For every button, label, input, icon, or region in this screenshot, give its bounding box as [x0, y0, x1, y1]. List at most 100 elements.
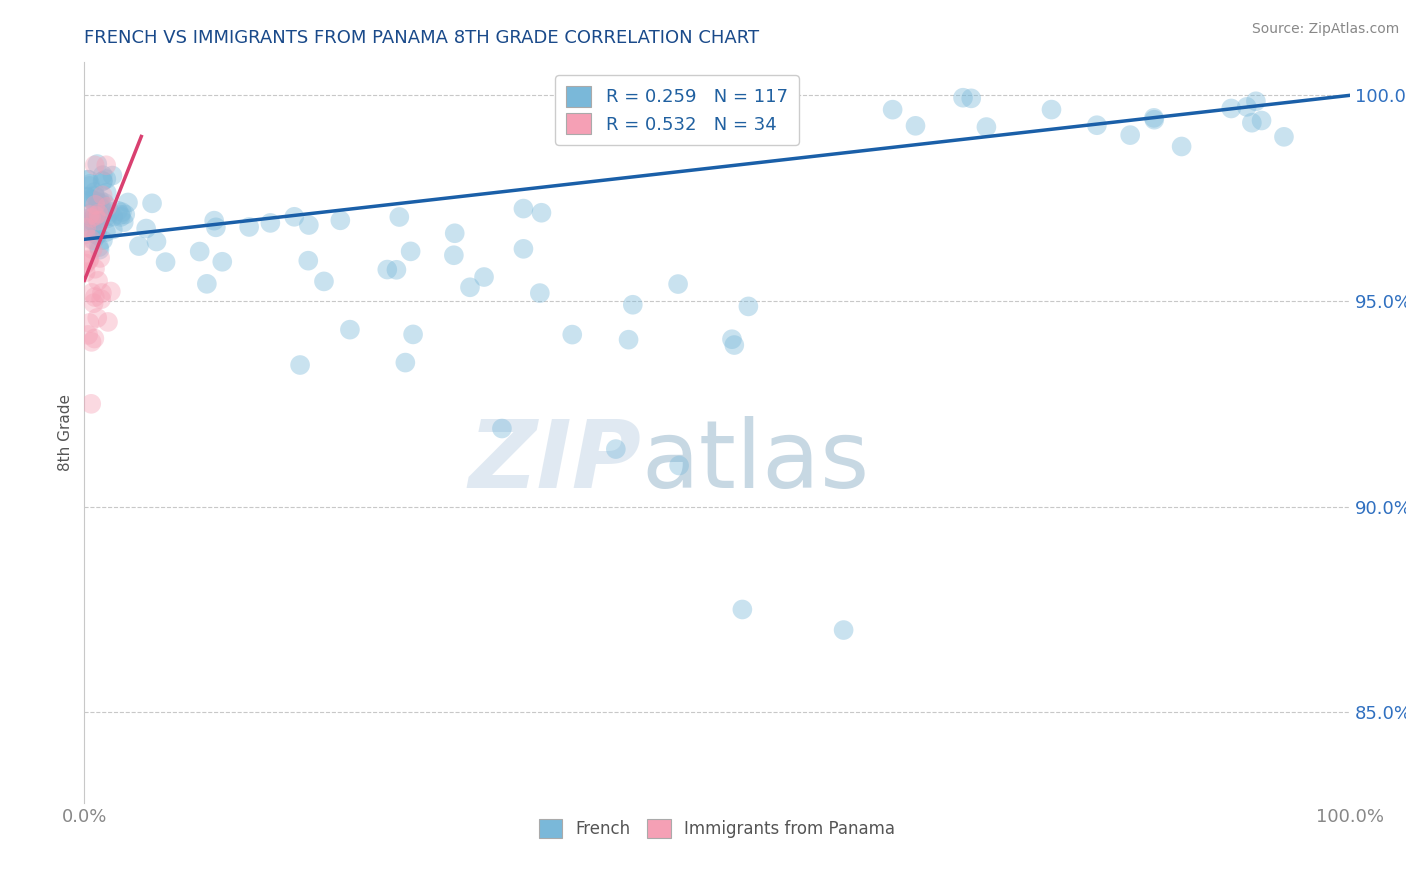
Point: [111, 205, 134, 219]
Point: [79, 208, 101, 222]
Point: [298, 218, 321, 232]
Point: [80, 205, 103, 219]
Point: [952, 91, 974, 105]
Point: [80, 211, 103, 225]
Point: [98, 204, 121, 219]
Point: [1085, 118, 1108, 132]
Point: [83, 158, 105, 172]
Point: [89, 211, 111, 226]
Point: [82, 243, 104, 257]
Point: [1143, 112, 1166, 127]
Point: [491, 421, 513, 435]
Point: [110, 208, 132, 222]
Point: [75, 227, 97, 242]
Point: [76, 172, 98, 186]
Point: [96, 158, 118, 172]
Point: [86, 228, 108, 243]
Point: [84, 261, 107, 276]
Point: [832, 623, 855, 637]
Point: [443, 227, 465, 241]
Point: [1220, 102, 1243, 116]
Point: [329, 213, 352, 227]
Point: [84, 209, 107, 223]
Point: [89, 193, 111, 207]
Point: [75, 189, 97, 203]
Point: [96, 210, 118, 224]
Point: [135, 221, 157, 235]
Point: [472, 270, 495, 285]
Point: [86, 310, 108, 325]
Point: [666, 277, 689, 291]
Point: [89, 251, 111, 265]
Point: [128, 239, 150, 253]
Point: [87, 207, 110, 221]
Point: [91, 174, 114, 188]
Point: [737, 299, 759, 313]
Point: [75, 265, 97, 279]
Point: [76, 190, 98, 204]
Y-axis label: 8th Grade: 8th Grade: [58, 394, 73, 471]
Point: [238, 219, 260, 234]
Point: [75, 220, 97, 235]
Point: [77, 172, 100, 186]
Point: [87, 274, 110, 288]
Point: [617, 333, 640, 347]
Point: [101, 222, 124, 236]
Point: [283, 210, 305, 224]
Point: [512, 242, 534, 256]
Point: [195, 277, 218, 291]
Point: [79, 177, 101, 191]
Point: [1040, 103, 1063, 117]
Point: [77, 327, 100, 342]
Point: [145, 235, 167, 249]
Point: [100, 285, 122, 299]
Point: [668, 458, 690, 473]
Text: ZIP: ZIP: [468, 417, 641, 508]
Point: [976, 120, 998, 134]
Point: [80, 213, 103, 227]
Point: [731, 602, 754, 616]
Point: [84, 218, 107, 232]
Point: [1244, 95, 1267, 109]
Point: [312, 274, 335, 288]
Point: [84, 210, 107, 224]
Point: [155, 255, 177, 269]
Point: [90, 292, 112, 306]
Point: [91, 188, 114, 202]
Point: [90, 200, 112, 214]
Point: [93, 195, 115, 210]
Text: FRENCH VS IMMIGRANTS FROM PANAMA 8TH GRADE CORRELATION CHART: FRENCH VS IMMIGRANTS FROM PANAMA 8TH GRA…: [84, 29, 759, 47]
Text: atlas: atlas: [641, 417, 869, 508]
Point: [1143, 111, 1166, 125]
Point: [188, 244, 211, 259]
Point: [1250, 113, 1272, 128]
Point: [83, 331, 105, 345]
Point: [443, 248, 465, 262]
Point: [83, 296, 105, 310]
Point: [87, 194, 110, 209]
Point: [402, 327, 425, 342]
Point: [94, 225, 117, 239]
Point: [1236, 100, 1258, 114]
Point: [399, 244, 422, 259]
Point: [288, 358, 311, 372]
Point: [117, 195, 139, 210]
Point: [960, 91, 983, 105]
Point: [86, 227, 108, 242]
Point: [83, 188, 105, 202]
Point: [114, 207, 136, 221]
Point: [96, 211, 118, 226]
Point: [1272, 129, 1295, 144]
Point: [723, 338, 745, 352]
Point: [80, 334, 103, 349]
Point: [87, 213, 110, 227]
Point: [91, 168, 114, 182]
Point: [80, 222, 103, 236]
Point: [90, 201, 112, 215]
Point: [561, 327, 583, 342]
Text: Source: ZipAtlas.com: Source: ZipAtlas.com: [1251, 22, 1399, 37]
Point: [882, 103, 904, 117]
Point: [79, 178, 101, 193]
Point: [91, 233, 114, 247]
Point: [91, 174, 114, 188]
